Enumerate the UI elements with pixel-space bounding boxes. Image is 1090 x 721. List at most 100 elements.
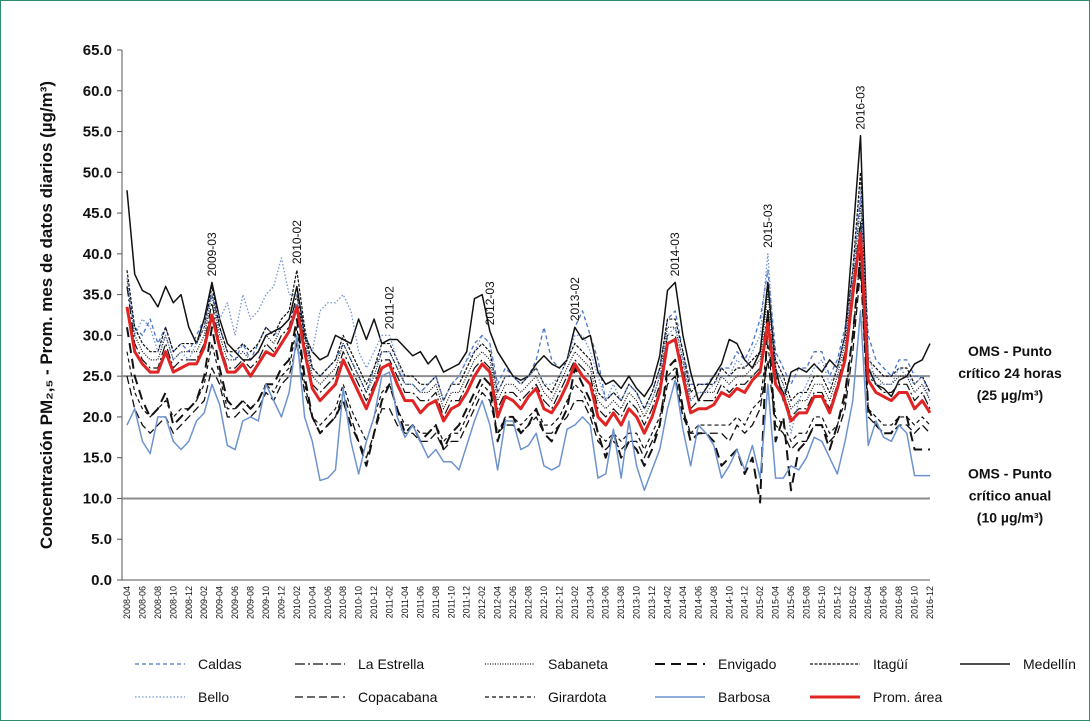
reference-label: (10 µg/m³) [977,509,1043,525]
legend-label: Caldas [198,656,242,672]
legend-label: Medellín [1023,656,1076,672]
x-tick-label: 2016-06 [879,586,889,619]
x-tick-label: 2009-10 [261,586,271,619]
y-tick-label: 10.0 [83,490,112,507]
x-tick-label: 2012-06 [508,586,518,619]
x-tick-label: 2010-04 [307,586,317,619]
x-tick-label: 2008-06 [137,586,147,619]
y-tick-label: 45.0 [83,205,112,222]
reference-label: OMS - Punto [968,465,1052,481]
y-tick-label: 35.0 [83,287,112,304]
series-line [125,231,932,435]
x-tick-label: 2016-08 [894,586,904,619]
x-tick-label: 2015-12 [832,586,842,619]
x-tick-label: 2008-12 [184,586,194,619]
reference-label: OMS - Punto [968,343,1052,359]
series-line [126,253,931,451]
x-tick-label: 2014-04 [678,586,688,619]
annotation: 2013-02 [568,277,582,321]
series-line [126,187,931,434]
x-tick-label: 2010-06 [323,586,333,619]
x-tick-label: 2013-06 [601,586,611,619]
x-tick-label: 2016-12 [925,586,935,619]
reference-label: crítico 24 horas [958,365,1062,381]
y-axis-label: Concentración PM₂,₅ - Prom. mes de datos… [37,81,56,549]
x-tick-label: 2014-02 [662,586,672,619]
x-tick-label: 2014-12 [740,586,750,619]
x-tick-label: 2015-02 [755,586,765,619]
x-tick-label: 2013-12 [647,586,657,619]
x-tick-label: 2016-10 [910,586,920,619]
y-tick-label: 40.0 [83,246,112,263]
legend-label: Itagüí [873,656,908,672]
x-tick-label: 2009-02 [199,586,209,619]
y-tick-label: 30.0 [83,327,112,344]
x-tick-label: 2013-10 [632,586,642,619]
x-tick-label: 2014-10 [724,586,734,619]
x-tick-label: 2012-12 [554,586,564,619]
x-tick-label: 2015-06 [786,586,796,619]
x-tick-label: 2009-04 [215,586,225,619]
x-tick-label: 2009-08 [246,586,256,619]
legend-label: Barbosa [718,689,770,705]
annotation: 2012-03 [483,281,497,325]
y-tick-label: 20.0 [83,409,112,426]
x-tick-label: 2011-10 [446,586,456,618]
x-tick-label: 2011-12 [462,586,472,618]
legend-label: Bello [198,689,229,705]
x-tick-label: 2016-04 [863,586,873,619]
annotation: 2016-03 [854,85,868,129]
x-tick-label: 2010-08 [338,586,348,619]
x-tick-label: 2009-12 [276,586,286,619]
reference-label: crítico anual [969,487,1051,503]
x-tick-label: 2015-10 [817,586,827,619]
series-line [126,269,931,459]
x-tick-label: 2011-06 [415,586,425,618]
x-tick-label: 2010-02 [292,586,302,619]
x-tick-label: 2011-04 [400,586,410,618]
reference-label: (25 µg/m³) [977,387,1043,403]
y-tick-label: 5.0 [91,531,112,548]
legend-label: Girardota [548,689,607,705]
x-tick-label: 2012-10 [539,586,549,619]
annotation: 2009-03 [205,232,219,276]
x-tick-label: 2013-02 [570,586,580,619]
x-tick-label: 2016-02 [848,586,858,619]
x-tick-label: 2012-04 [493,586,503,619]
y-tick-label: 60.0 [83,83,112,100]
x-tick-label: 2014-08 [709,586,719,619]
x-tick-label: 2014-06 [693,586,703,619]
y-tick-label: 25.0 [83,368,112,385]
x-tick-label: 2008-08 [153,586,163,619]
x-tick-label: 2013-04 [585,586,595,619]
legend-label: Envigado [718,656,777,672]
y-tick-label: 50.0 [83,164,112,181]
x-tick-label: 2010-10 [354,586,364,619]
x-tick-label: 2012-08 [524,586,534,619]
legend-label: Prom. área [873,689,942,705]
annotation: 2011-02 [383,286,397,329]
y-tick-label: 65.0 [83,42,112,59]
legend-label: Sabaneta [548,656,608,672]
annotation: 2010-02 [290,220,304,264]
y-tick-label: 55.0 [83,124,112,141]
series-line [126,204,931,418]
x-tick-label: 2013-08 [616,586,626,619]
series-line [126,220,931,426]
x-tick-label: 2015-08 [801,586,811,619]
x-tick-label: 2012-02 [477,586,487,619]
series-line [126,310,930,492]
annotation: 2015-03 [761,203,775,247]
x-tick-label: 2015-04 [771,586,781,619]
y-tick-label: 0.0 [91,572,112,589]
annotation: 2014-03 [668,232,682,276]
x-tick-label: 2010-12 [369,586,379,619]
x-tick-label: 2011-08 [431,586,441,618]
y-tick-label: 15.0 [83,450,112,467]
legend-label: La Estrella [358,656,424,672]
x-tick-label: 2011-02 [385,586,395,618]
x-tick-label: 2008-04 [122,586,132,619]
x-tick-label: 2008-10 [168,586,178,619]
